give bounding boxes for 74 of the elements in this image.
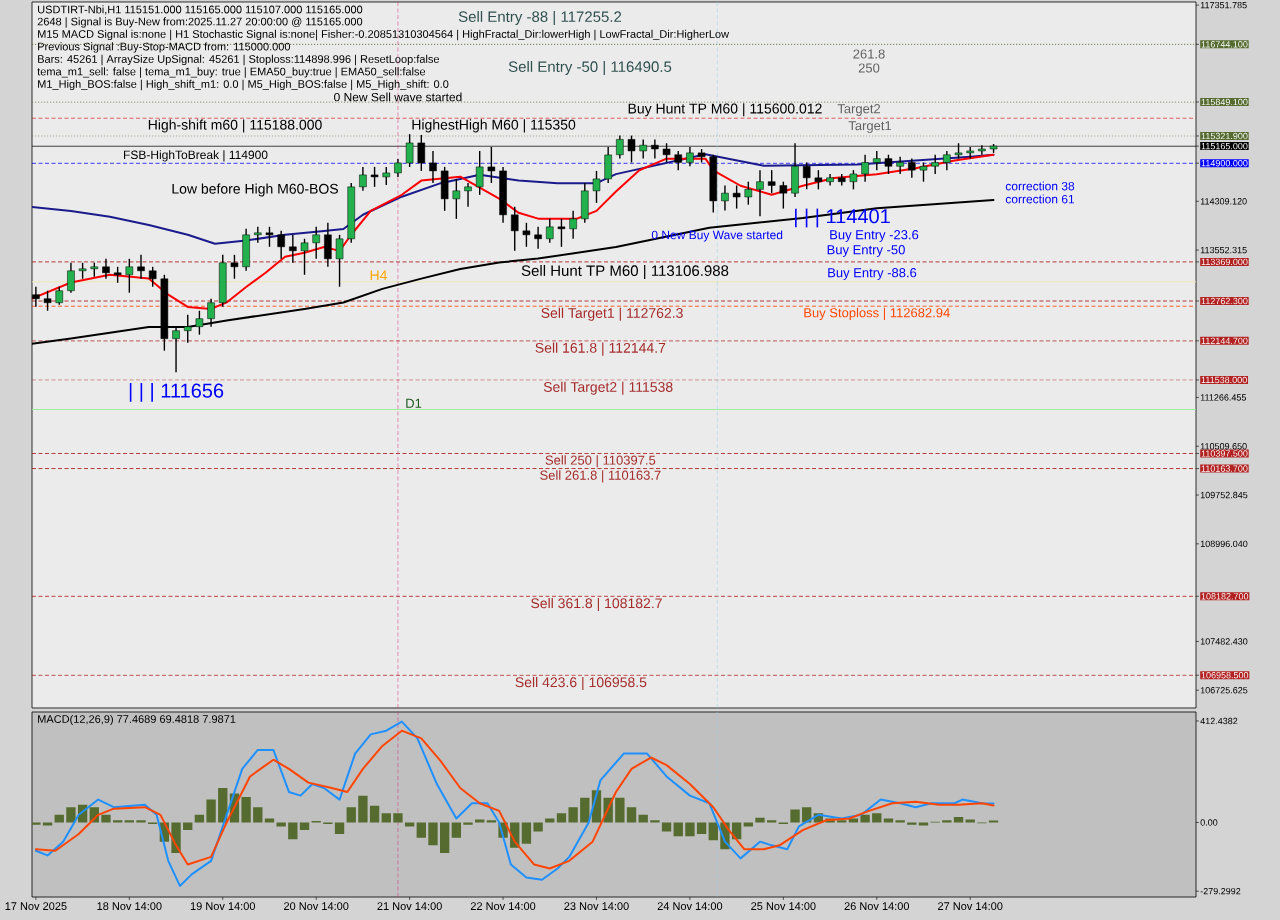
y-tick-label: 109752.845 [1200, 491, 1248, 499]
y-tick-label: 110163.700 [1201, 465, 1248, 472]
annotation: Low before High M60-BOS [172, 183, 338, 197]
annotation: Target2 [837, 104, 881, 116]
annotation: Sell 361.8 | 108182.7 [531, 597, 662, 612]
y-tick-label: 110509.650 [1200, 443, 1247, 450]
y-tick-label: 111538.000 [1201, 376, 1247, 384]
x-tick-label: 19 Nov 14:00 [190, 902, 256, 910]
annotation: 261.8 [853, 49, 885, 59]
x-tick-label: 20 Nov 14:00 [284, 902, 349, 910]
x-tick-label: 24 Nov 14:00 [657, 902, 723, 910]
annotation: M1_High_BOS:false | High_shift_m1: 0.0 | M5_High_BOS:false | M5_High_shift: 0.0 [38, 79, 449, 91]
x-tick-label: 18 Nov 14:00 [97, 902, 162, 910]
y-tick-label: 110397.500 [1201, 450, 1248, 457]
annotation: FSB-HighToBreak | 114900 [124, 150, 268, 162]
annotation: H4 [370, 270, 388, 281]
annotation: Sell Target1 | 112762.3 [541, 307, 683, 321]
x-tick-label: 27 Nov 14:00 [938, 902, 1003, 910]
annotation: Buy Entry -50 [827, 245, 905, 257]
y-tick-label: 107482.430 [1200, 638, 1248, 645]
annotation: HighestHigh M60 | 115350 [412, 119, 576, 133]
annotation: 0 New Sell wave started [334, 92, 462, 102]
annotation: Sell Entry -88 | 117255.2 [458, 10, 622, 26]
y-tick-label: 0.00 [1200, 819, 1218, 826]
annotation: D1 [406, 398, 422, 408]
y-tick-label: 108996.040 [1200, 540, 1248, 548]
x-tick-label: 21 Nov 14:00 [377, 902, 442, 910]
annotation: Sell 261.8 | 110163.7 [540, 470, 661, 483]
annotation: Bars: 45261 | ArraySize UpSignal: 45261 | Stoploss:114898.996 | ResetLoop:false [38, 54, 440, 66]
annotation: Sell Hunt TP M60 | 113106.988 [521, 264, 729, 280]
annotation: Sell Target2 | 111538 [543, 381, 673, 395]
annotation: Sell 161.8 | 112144.7 [535, 342, 666, 356]
annotation: M15 MACD Signal is:none | H1 Stochastic Signal is:none| Fisher:-0.20851310304564 | HighFractal_Dir:lowerHigh | LowFractal_Dir:HigherLow [38, 29, 730, 41]
x-tick-label: 17 Nov 2025 [5, 902, 67, 910]
y-tick-label: 115165.000 [1201, 142, 1248, 150]
y-tick-label: 106725.625 [1200, 687, 1248, 694]
x-tick-label: 23 Nov 14:00 [564, 902, 629, 910]
annotation: correction 61 [1005, 194, 1075, 204]
annotation: 2648 | Signal is Buy-New from:2025.11.27 20:00:00 @ 115165.000 [37, 17, 363, 28]
y-tick-label: 113552.315 [1200, 246, 1247, 254]
annotation: correction 38 [1005, 181, 1075, 191]
y-tick-label: -279.2992 [1200, 887, 1241, 895]
annotation: High-shift m60 | 115188.000 [148, 119, 322, 133]
annotation: Buy Entry -23.6 [830, 230, 919, 242]
y-tick-label: 116744.100 [1201, 41, 1248, 48]
y-tick-label: 111266.455 [1200, 394, 1247, 401]
chart-title: USDTIRT-Nbi,H1 115151.000 115165.000 115107.000 115165.000 [38, 5, 363, 15]
x-tick-label: 22 Nov 14:00 [470, 902, 536, 910]
annotation: Sell 250 | 110397.5 [545, 455, 656, 468]
annotation: | | | 111656 [129, 383, 224, 402]
y-tick-label: 106958.500 [1201, 672, 1249, 679]
y-tick-label: 412.4382 [1200, 717, 1238, 725]
annotation: Sell 423.6 | 106958.5 [515, 676, 647, 691]
y-tick-label: 114900.000 [1201, 159, 1248, 167]
y-tick-label: 117351.785 [1200, 1, 1247, 9]
y-tick-label: 115849.100 [1201, 98, 1248, 106]
annotation: tema_m1_sell: false | tema_m1_buy: true | EMA50_buy:true | EMA50_sell:false [37, 67, 426, 78]
x-tick-label: 25 Nov 14:00 [751, 902, 816, 910]
annotation: | | | 114401 [795, 208, 890, 228]
annotation: Buy Entry -88.6 [828, 268, 917, 280]
annotation: 250 [858, 63, 880, 73]
y-tick-label: 115321.900 [1201, 132, 1248, 140]
chart-title: MACD(12,26,9) 77.4689 69.4818 7.9871 [38, 714, 236, 726]
y-tick-label: 113369.000 [1201, 258, 1248, 266]
y-tick-label: 112762.300 [1201, 297, 1248, 305]
y-tick-label: 112144.700 [1201, 337, 1248, 345]
y-tick-label: 114309.120 [1200, 198, 1247, 205]
annotation: Buy Hunt TP M60 | 115600.012 [628, 103, 822, 117]
annotation: Sell Entry -50 | 116490.5 [508, 60, 672, 76]
annotation: Buy Stoploss | 112682.94 [804, 307, 950, 321]
annotation: Target1 [848, 121, 892, 133]
annotation: Previous Signal :Buy-Stop-MACD from: 115000.000 [38, 42, 291, 53]
x-tick-label: 26 Nov 14:00 [844, 902, 910, 910]
y-tick-label: 108182.700 [1201, 593, 1249, 600]
